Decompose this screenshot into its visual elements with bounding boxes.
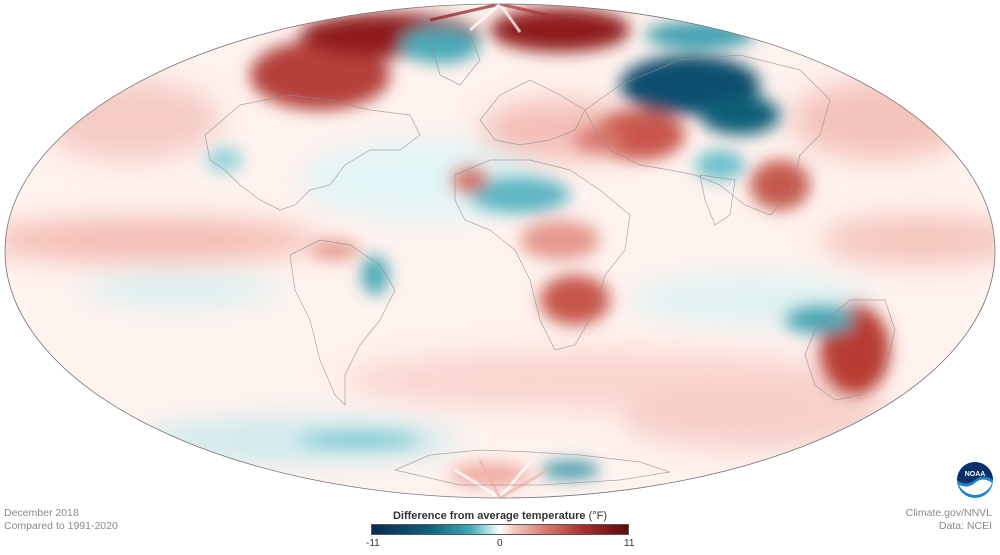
source-credit: Climate.gov/NNVL (905, 507, 992, 519)
coastline-outlines (204, 34, 896, 486)
colorbar (371, 524, 629, 535)
map-period-info: December 2018 Compared to 1991-2020 (4, 507, 118, 533)
period-label: December 2018 (4, 507, 79, 519)
legend-unit: (°F) (588, 510, 608, 522)
legend-mid-label: 0 (497, 538, 503, 549)
legend-title: Difference from average temperature (°F) (366, 510, 634, 522)
noaa-logo-icon: NOAA (957, 462, 993, 498)
legend-min-label: -11 (366, 538, 380, 549)
legend-max-label: 11 (624, 538, 635, 549)
color-legend: Difference from average temperature (°F)… (366, 510, 634, 552)
noaa-logo-text: NOAA (965, 471, 986, 478)
baseline-label: Compared to 1991-2020 (4, 520, 118, 532)
map-credits: Climate.gov/NNVL Data: NCEI (906, 507, 992, 533)
globe-outline (4, 3, 996, 499)
legend-title-text: Difference from average temperature (392, 510, 586, 522)
data-credit: Data: NCEI (938, 520, 992, 532)
